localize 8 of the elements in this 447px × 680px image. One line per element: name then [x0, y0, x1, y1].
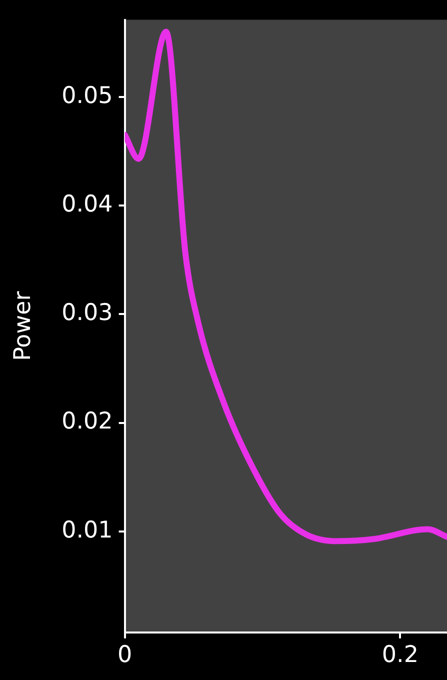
y-tick-label: 0.04	[62, 192, 113, 218]
y-tick-label: 0.05	[62, 82, 113, 109]
y-tick-label: 0.01	[62, 517, 113, 544]
y-axis-title: Power	[10, 290, 36, 361]
x-tick-label: 0.2	[382, 642, 418, 668]
y-tick-label: 0.02	[62, 408, 113, 435]
y-tick-label: 0.03	[62, 300, 113, 326]
x-tick-label: 0	[117, 642, 132, 668]
